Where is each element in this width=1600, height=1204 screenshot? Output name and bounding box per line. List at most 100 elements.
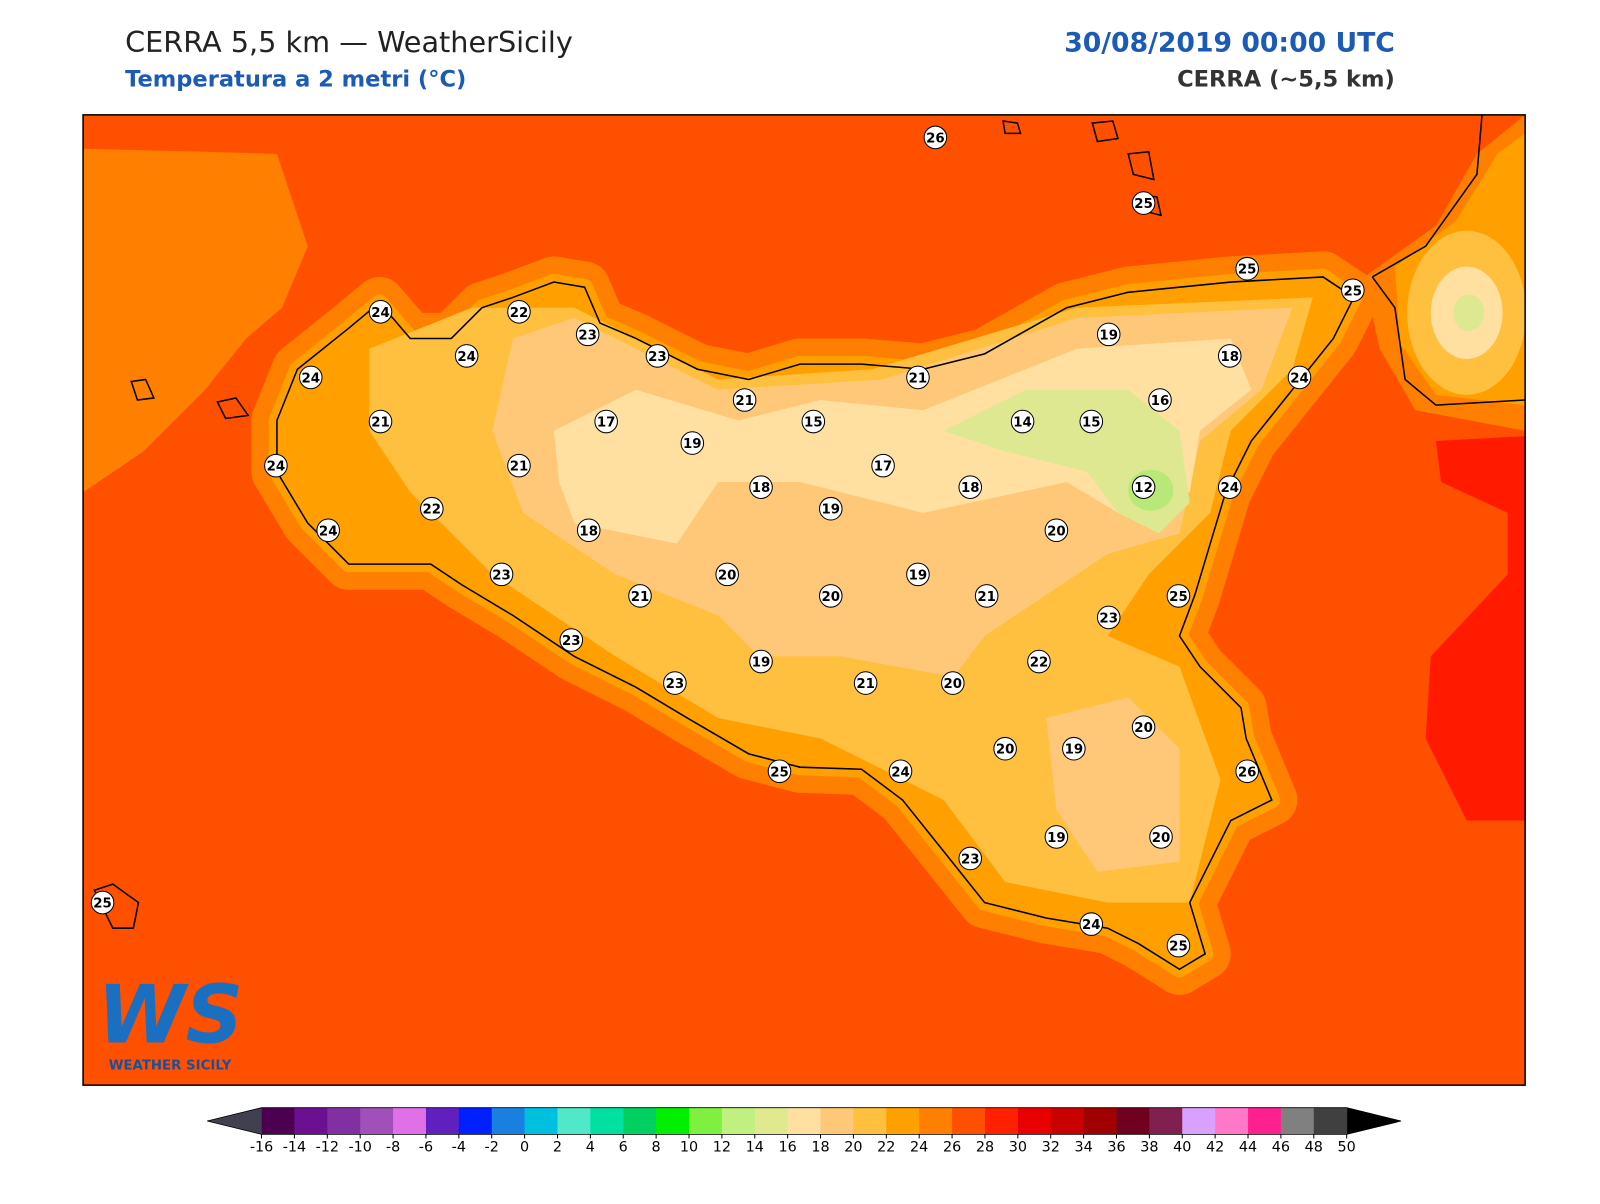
station: 26 — [923, 125, 948, 150]
colorbar-tick-label: 26 — [943, 1140, 961, 1156]
colorbar-tick-label: -12 — [316, 1140, 339, 1156]
station: 22 — [1027, 649, 1051, 674]
station-marker — [1096, 605, 1121, 630]
colorbar-bin — [261, 1107, 295, 1135]
station-marker — [1287, 365, 1312, 390]
station-marker — [1166, 933, 1191, 958]
station-value: 19 — [752, 656, 771, 671]
colorbar-tick-label: 44 — [1239, 1140, 1257, 1156]
station-value: 20 — [821, 590, 840, 605]
station: 19 — [749, 649, 773, 674]
station-marker — [749, 649, 773, 674]
station-value: 23 — [648, 350, 667, 365]
station: 20 — [993, 736, 1017, 761]
colorbar-tick-label: 12 — [713, 1140, 731, 1156]
station: 25 — [1235, 256, 1259, 281]
station-marker — [1131, 191, 1156, 215]
colorbar-bin — [1083, 1107, 1117, 1135]
station-value: 20 — [944, 677, 963, 692]
station-value: 25 — [1169, 940, 1188, 955]
station-marker — [1217, 475, 1242, 499]
colorbar-over — [1346, 1107, 1402, 1135]
colorbar-bin — [820, 1107, 854, 1135]
station-marker — [958, 475, 983, 499]
station-value: 20 — [1047, 524, 1066, 539]
colorbar-tick-label: 2 — [553, 1140, 562, 1156]
station: 18 — [749, 475, 773, 499]
colorbar-tick-label: 40 — [1173, 1140, 1191, 1156]
colorbar-tick-label: 6 — [619, 1140, 628, 1156]
station-marker — [871, 453, 895, 478]
station: 20 — [1044, 518, 1069, 543]
station-value: 20 — [1134, 721, 1153, 736]
station-value: 17 — [874, 460, 893, 475]
colorbar-bin — [1050, 1107, 1085, 1135]
station: 21 — [974, 584, 999, 608]
colorbar-tick-label: 48 — [1305, 1140, 1323, 1156]
colorbar-tick-label: 38 — [1140, 1140, 1158, 1156]
station-marker — [818, 496, 843, 521]
station: 14 — [1010, 409, 1035, 434]
station-value: 19 — [821, 503, 840, 518]
station-marker — [801, 409, 826, 434]
station-marker — [1096, 322, 1121, 347]
colorbar-tick-label: 32 — [1042, 1140, 1060, 1156]
colorbar-bin — [1215, 1107, 1249, 1135]
station-marker — [298, 365, 323, 390]
station-value: 19 — [1099, 328, 1118, 343]
station-marker — [958, 846, 983, 871]
station-marker — [559, 628, 584, 652]
colorbar-tick-label: -10 — [348, 1140, 371, 1156]
station: 12 — [1131, 475, 1156, 499]
station: 24 — [298, 365, 323, 390]
station: 21 — [906, 365, 930, 390]
colorbar-tick-label: 20 — [844, 1140, 862, 1156]
colorbar-tick-label: 8 — [652, 1140, 661, 1156]
station-marker — [853, 671, 878, 695]
station-value: 22 — [510, 306, 529, 321]
station-value: 18 — [579, 524, 598, 539]
station-marker — [1062, 736, 1086, 761]
colorbar-tick-label: 4 — [586, 1140, 595, 1156]
station-marker — [507, 299, 531, 324]
station: 19 — [680, 431, 705, 455]
colorbar-bin — [1248, 1107, 1282, 1135]
colorbar-bin — [787, 1107, 822, 1135]
colorbar-bin — [393, 1107, 427, 1135]
station: 21 — [368, 409, 393, 434]
station-value: 16 — [1151, 394, 1170, 409]
station-marker — [680, 431, 705, 455]
colorbar-bin — [1116, 1107, 1150, 1135]
station: 25 — [1341, 278, 1365, 303]
station: 25 — [1166, 933, 1191, 958]
colorbar-bin — [1280, 1107, 1315, 1135]
station-value: 24 — [1082, 918, 1101, 933]
station-value: 24 — [319, 524, 338, 539]
station-value: 24 — [267, 460, 286, 475]
station-marker — [1131, 475, 1156, 499]
station-marker — [906, 365, 930, 390]
station: 23 — [1096, 605, 1121, 630]
station: 18 — [1217, 344, 1242, 368]
station-marker — [507, 453, 531, 478]
colorbar-bin — [984, 1107, 1019, 1135]
colorbar-tick-label: 10 — [680, 1140, 698, 1156]
station-value: 19 — [1047, 831, 1066, 846]
station: 15 — [801, 409, 826, 434]
station: 18 — [576, 518, 601, 543]
station-marker — [576, 518, 601, 543]
station-value: 24 — [301, 371, 320, 386]
logo-text: WEATHER SICILY — [109, 1059, 232, 1074]
station-value: 25 — [1134, 197, 1153, 212]
colorbar-tick-label: 42 — [1206, 1140, 1224, 1156]
station-marker — [1044, 518, 1069, 543]
station-marker — [974, 584, 999, 608]
colorbar-bin — [721, 1107, 756, 1135]
station-marker — [888, 759, 913, 784]
colorbar-tick-label: -16 — [250, 1140, 273, 1156]
station: 15 — [1079, 409, 1104, 434]
station-value: 20 — [996, 743, 1015, 758]
station-marker — [1235, 256, 1259, 281]
station-value: 18 — [752, 481, 771, 496]
